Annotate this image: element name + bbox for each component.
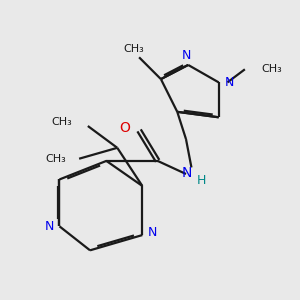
Text: N: N — [181, 49, 191, 62]
Text: H: H — [196, 174, 206, 187]
Text: N: N — [148, 226, 157, 239]
Text: CH₃: CH₃ — [52, 117, 73, 127]
Text: CH₃: CH₃ — [45, 154, 66, 164]
Text: N: N — [225, 76, 234, 89]
Text: CH₃: CH₃ — [123, 44, 144, 54]
Text: CH₃: CH₃ — [261, 64, 282, 74]
Text: N: N — [182, 166, 192, 180]
Text: N: N — [45, 220, 54, 233]
Text: O: O — [119, 121, 130, 135]
